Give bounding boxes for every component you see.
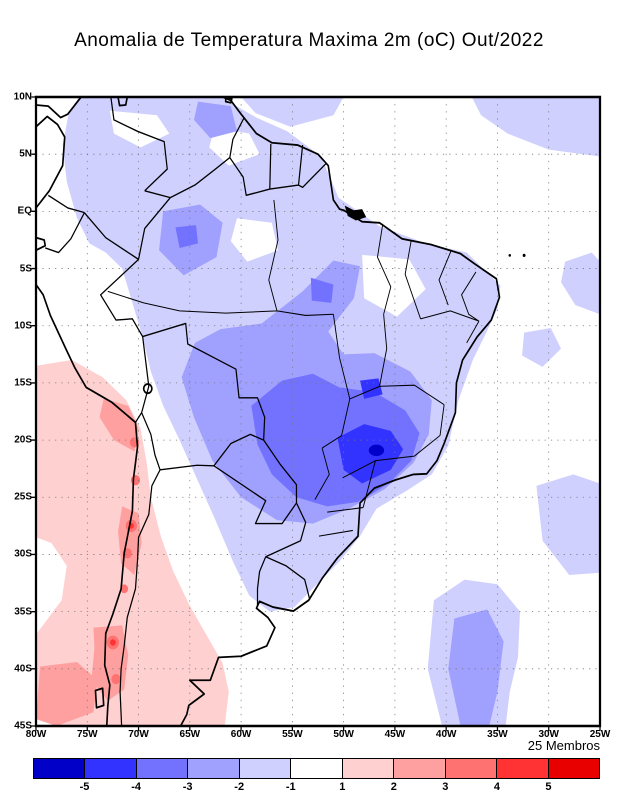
lon-tick-label: 35W: [487, 729, 508, 740]
lon-tick-label: 30W: [538, 729, 559, 740]
lat-tick-label: 10S: [14, 320, 32, 332]
lon-tick-label: 70W: [128, 729, 149, 740]
colorbar-segment: [394, 759, 446, 778]
colorbar-tick-label: 2: [390, 781, 397, 793]
lat-tick-label: 10N: [13, 91, 32, 103]
state-borders: [107, 199, 480, 537]
colorbar-segment: [34, 759, 86, 778]
map-title: Anomalia de Temperatura Maxima 2m (oC) O…: [74, 30, 544, 51]
amazon-delta: [344, 205, 367, 221]
lon-tick-label: 75W: [76, 729, 98, 740]
colorbar-segment: [342, 759, 395, 778]
lon-tick-label: 25W: [589, 729, 611, 740]
colorbar-segment: [85, 759, 137, 778]
lon-tick-label: 65W: [179, 729, 201, 740]
plot-frame: [31, 95, 602, 732]
colorbar-segment: [136, 759, 189, 778]
chiloe-island: [94, 687, 105, 709]
lat-tick-label: 15S: [14, 377, 32, 389]
south-america-anomaly-map: [31, 95, 602, 732]
lat-tick-label: 35S: [14, 606, 32, 618]
colorbar-tick-label: 3: [442, 781, 449, 793]
lat-tick-label: 5N: [19, 148, 32, 160]
colorbar-tick-label: 1: [339, 781, 346, 793]
lon-tick-label: 60W: [230, 729, 252, 740]
colorbar-segment: [188, 759, 240, 778]
lake-titicaca: [142, 383, 153, 395]
colorbar-segment: [548, 759, 599, 778]
lat-tick-label: 5S: [19, 263, 32, 275]
colorbar-segment: [497, 759, 549, 778]
longitude-axis: 80W 75W 70W 65W 60W 55W 50W 45W 40W 35W 30W 25W: [26, 729, 611, 743]
colorbar-tick-label: 5: [545, 781, 552, 793]
rocas-atoll: [508, 254, 511, 257]
noronha-island: [522, 253, 526, 257]
colorbar-tick-label: -3: [182, 781, 193, 793]
lon-tick-label: 40W: [435, 729, 457, 740]
lon-tick-label: 45W: [384, 729, 406, 740]
map-canvas: [31, 95, 602, 732]
colorbar-tick-label: -4: [131, 781, 141, 793]
anomaly-shading-positive: [36, 360, 229, 726]
country-borders: [45, 96, 327, 727]
colorbar-segment: [445, 759, 498, 778]
latitude-axis: 10N 5N EQ 5S 10S 15S 20S 25S 30S 35S 40S 45S: [0, 92, 34, 732]
colorbar-tick-label: -5: [79, 781, 90, 793]
lat-tick-label: 45S: [14, 720, 32, 732]
colorbar: [33, 758, 600, 779]
colorbar-tick-label: -2: [234, 781, 245, 793]
colorbar-labels: -5 -4 -3 -2 -1 1 2 3 4 5: [33, 781, 600, 796]
lat-tick-label: 40S: [14, 663, 32, 675]
colorbar-tick-label: -1: [285, 781, 296, 793]
lon-tick-label: 50W: [333, 729, 354, 740]
colorbar-segment: [291, 759, 343, 778]
ensemble-members-label: 25 Membros: [527, 738, 600, 753]
lat-tick-label: 30S: [14, 548, 32, 560]
lat-tick-label: 25S: [14, 491, 32, 503]
lon-tick-label: 55W: [282, 729, 303, 740]
lon-tick-label: 80W: [25, 729, 47, 740]
lat-tick-label: 20S: [14, 434, 32, 446]
colorbar-segment: [239, 759, 292, 778]
lat-tick-label: EQ: [17, 205, 32, 217]
anomaly-shading-negative: [62, 97, 600, 726]
colorbar-tick-label: 4: [493, 781, 500, 793]
